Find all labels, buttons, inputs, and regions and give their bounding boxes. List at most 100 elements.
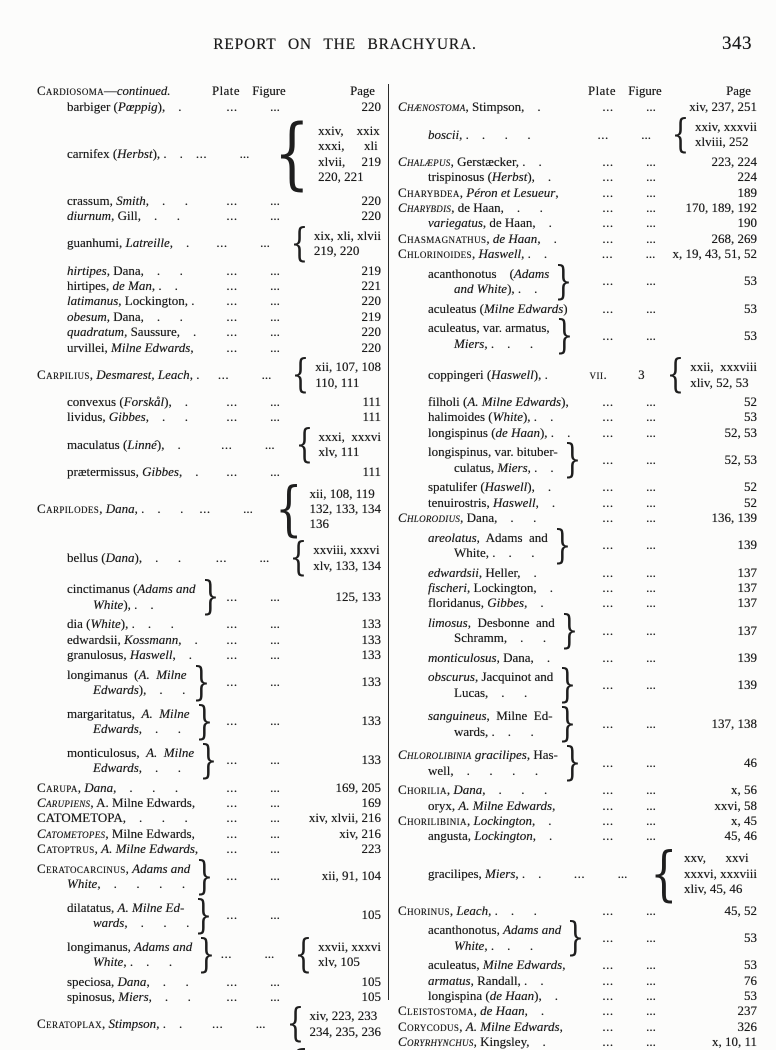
entry-name: variegatus, de Haan, . — [398, 215, 587, 230]
entry-group-brace: } — [558, 662, 577, 708]
page-reference: 220, 221 — [318, 169, 364, 185]
figure-cell: ... — [270, 752, 280, 768]
entry-text-segment: , — [145, 409, 149, 425]
figure-cell: ... — [261, 366, 272, 382]
page-reference: 52, 53 — [724, 452, 758, 468]
entry-name: Ceratocarcinus, Adams and White, . . . .} — [37, 857, 214, 896]
entry-text-segment: A. Milne Edwards — [101, 841, 195, 857]
page-cell: {xxxi, xxxvi xlv, 111 — [292, 425, 381, 464]
page-reference: xxv, xxvi — [684, 850, 749, 866]
index-entry: barbiger (Pœppig), ....... 220 — [37, 99, 381, 114]
entry-name-line: Ceratoplax, Stimpson, . . — [37, 1016, 182, 1031]
index-entry: lividus, Gibbes, . ....... 111 — [37, 409, 381, 424]
entry-text-segment: A. Milne Edwards — [467, 394, 562, 410]
entry-name: limosus, Desbonne and Schramm, . .} — [398, 611, 587, 650]
index-entry: filholi (A. Milne Edwards),...... 52 — [398, 394, 757, 409]
page-reference: 169, 205 — [335, 779, 382, 795]
figure-column-header: Figure — [252, 84, 286, 98]
entry-text-segment: , — [113, 779, 117, 795]
page-reference: 237 — [737, 1003, 758, 1019]
entry-text-segment: , . — [488, 902, 498, 918]
page-reference: 139 — [737, 676, 758, 692]
entry-name: margaritatus, A. Milne Edwards, . .} — [37, 698, 213, 744]
page-reference: 224 — [737, 169, 758, 185]
figure-cell: ... — [270, 825, 280, 841]
entry-name-line: convexus (Forskål), . — [37, 394, 188, 409]
plate-cell: ... — [602, 595, 614, 611]
entry-text-segment: , Gerstæcker, . — [450, 153, 526, 169]
plate-cell: ... — [226, 293, 238, 309]
page-cell: 169 — [297, 795, 382, 810]
page-cell: 220 — [297, 208, 382, 224]
leader-dots: . . — [134, 616, 174, 632]
page-reference: 189 — [737, 184, 758, 200]
page-reference: 45, 52 — [724, 902, 758, 918]
entry-name: halimoides (White), . . — [398, 409, 587, 424]
entry-name-line: CATOMETOPA, . . . — [37, 810, 188, 825]
entry-name: maculatus (Linné), . — [37, 437, 206, 452]
figure-cell: ... — [260, 235, 270, 251]
page-cell: 190 — [673, 215, 758, 230]
page-cell: 326 — [673, 1019, 758, 1034]
entry-name-line: hirtipes, de Man, . . — [37, 278, 178, 293]
entry-text-segment: , . — [123, 954, 134, 970]
page-cell: {xii, 107, 108 110, 111 — [288, 355, 381, 394]
plate-cell: ... — [226, 409, 238, 425]
plate-cell: ... — [602, 169, 614, 185]
page-reference: xxxi, xli — [318, 138, 378, 154]
leader-dots: . — [182, 463, 199, 479]
entry-text-segment: Edwards — [93, 721, 139, 736]
page-reference: 53 — [744, 987, 757, 1003]
index-entry: Coryrhynchus, Kingsley, ....... x, 10, 11 — [398, 1034, 757, 1049]
index-entry: longimanus, Adams and White, . . .}......… — [37, 935, 381, 974]
leader-dots: . . — [141, 208, 181, 224]
figure-cell: ... — [646, 169, 656, 185]
page-reference: 220 — [361, 324, 382, 340]
entry-name: edwardsii, Heller, . — [398, 565, 587, 580]
page-reference: 133 — [361, 713, 382, 729]
entry-name-line: culatus, Miers, . . — [398, 460, 558, 475]
entry-text-segment: obesum — [67, 308, 107, 324]
entry-name: sanguineus, Milne Ed-wards, . . .} — [398, 704, 587, 743]
page-cell: 169, 205 — [297, 779, 382, 795]
figure-cell: ... — [646, 230, 656, 246]
page-cell: 220 — [297, 193, 382, 208]
entry-text-segment: , — [471, 246, 479, 262]
index-entry: Chasmagnathus, de Haan, ....... 268, 269 — [398, 231, 757, 246]
index-entry: hirtipes, de Man, . ....... 221 — [37, 278, 381, 293]
entry-name: monticulosus, Dana, . — [398, 650, 587, 665]
plate-cell: ... — [226, 752, 238, 768]
plate-cell: ... — [220, 946, 232, 962]
page-reference: 220 — [361, 208, 382, 224]
entry-group-brace: } — [194, 698, 213, 744]
entry-text-segment: , Milne Ed- — [486, 708, 553, 724]
plate-cell: ... — [602, 452, 614, 468]
plate-cell: ... — [226, 99, 238, 115]
figure-cell: ... — [646, 564, 656, 580]
entry-text-segment: de Haan — [489, 987, 535, 1003]
entry-name-line: Ceratocarcinus, Adams and — [37, 861, 190, 876]
plate-cell: ... — [602, 622, 614, 638]
entry-text-segment: , — [524, 595, 528, 611]
page-reference: xxiv, xxix — [318, 123, 380, 138]
entry-name-line: halimoides (White), . . — [398, 409, 553, 424]
entry-text-segment: Pœppig — [117, 99, 158, 115]
plate-cell: ... — [226, 647, 238, 663]
index-entry: Chorilibinia, Lockington, ....... x, 45 — [398, 813, 757, 828]
entry-name-line: hirtipes, Dana, . . — [37, 263, 183, 278]
index-entry: aculeatus, var. armatus, Miers, . . .}...… — [398, 316, 757, 355]
entry-name: Cleistostoma, de Haan, . — [398, 1003, 587, 1018]
leader-dots: . . — [494, 723, 534, 739]
index-entry: Catoptrus, A. Milne Edwards,...... 223 — [37, 841, 381, 856]
page-cell: {xxviii, xxxvi xlv, 133, 134 — [286, 538, 381, 577]
leader-dots: . . — [151, 988, 191, 1004]
plate-cell: ... — [226, 463, 238, 479]
plate-cell: ... — [226, 339, 238, 355]
entry-name-line: floridanus, Gibbes, . — [398, 595, 544, 610]
page-cell: {xxiv, xxix xxxi, xli xlvii, 219 220, 221 — [267, 115, 381, 193]
entry-name-line: filholi (A. Milne Edwards), — [398, 394, 569, 409]
entry-name-line: aculeatus, var. armatus, — [398, 320, 550, 335]
index-entry: Ceratocarcinus, Adams and White, . . . .}… — [37, 857, 381, 896]
page-reference: 136 — [309, 516, 330, 532]
leader-dots: . . — [142, 721, 181, 736]
